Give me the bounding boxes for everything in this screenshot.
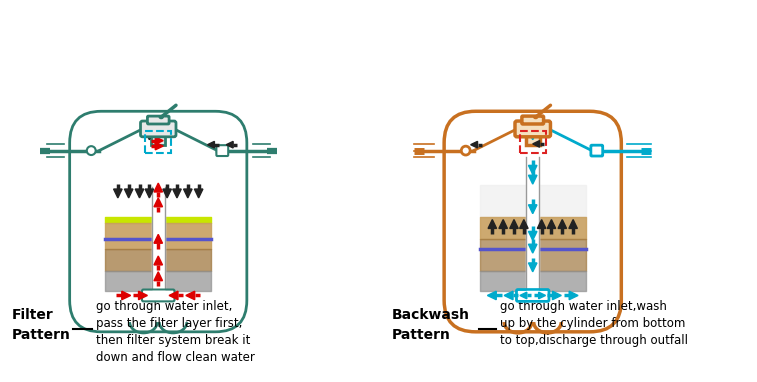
Polygon shape — [154, 183, 163, 192]
Bar — [145, 131, 171, 152]
FancyBboxPatch shape — [142, 290, 175, 301]
Polygon shape — [528, 244, 537, 253]
Polygon shape — [183, 189, 192, 198]
Ellipse shape — [159, 116, 164, 118]
Polygon shape — [558, 220, 566, 228]
Polygon shape — [146, 133, 153, 140]
Text: pass the filter layer first,: pass the filter layer first, — [96, 317, 242, 330]
Polygon shape — [569, 220, 578, 228]
Text: to top,discharge through outfall: to top,discharge through outfall — [500, 334, 688, 347]
Polygon shape — [114, 189, 122, 198]
Polygon shape — [207, 141, 214, 148]
Bar — [151, 135, 165, 145]
Text: up by the cylinder from bottom: up by the cylinder from bottom — [500, 317, 686, 330]
Polygon shape — [155, 142, 164, 150]
FancyBboxPatch shape — [148, 116, 169, 124]
Polygon shape — [154, 272, 163, 281]
Polygon shape — [519, 220, 528, 228]
Polygon shape — [533, 141, 540, 147]
Polygon shape — [471, 141, 478, 148]
Text: then filter system break it: then filter system break it — [96, 334, 251, 347]
Polygon shape — [528, 205, 537, 214]
Polygon shape — [173, 189, 181, 198]
Text: Pattern: Pattern — [11, 328, 70, 342]
Polygon shape — [553, 291, 561, 300]
Polygon shape — [488, 220, 497, 228]
Polygon shape — [226, 141, 233, 148]
FancyBboxPatch shape — [141, 121, 176, 137]
FancyBboxPatch shape — [444, 111, 621, 332]
Text: go through water inlet,: go through water inlet, — [96, 300, 232, 313]
Ellipse shape — [534, 116, 537, 118]
Polygon shape — [529, 133, 536, 140]
Bar — [520, 131, 546, 152]
Polygon shape — [155, 137, 164, 144]
FancyBboxPatch shape — [522, 116, 544, 124]
Polygon shape — [163, 189, 171, 198]
Polygon shape — [528, 263, 537, 272]
Polygon shape — [154, 256, 163, 265]
Polygon shape — [537, 220, 546, 228]
FancyBboxPatch shape — [591, 145, 603, 156]
Polygon shape — [154, 235, 163, 243]
Polygon shape — [185, 291, 195, 300]
FancyBboxPatch shape — [516, 290, 549, 301]
Polygon shape — [154, 198, 163, 207]
Polygon shape — [136, 189, 144, 198]
Polygon shape — [169, 291, 178, 300]
Polygon shape — [504, 291, 513, 300]
Polygon shape — [139, 291, 148, 300]
Text: down and flow clean water: down and flow clean water — [96, 351, 255, 364]
Polygon shape — [122, 291, 131, 300]
Polygon shape — [499, 220, 507, 228]
Polygon shape — [528, 165, 537, 174]
Polygon shape — [509, 220, 519, 228]
FancyBboxPatch shape — [217, 145, 228, 156]
Polygon shape — [195, 189, 203, 198]
Text: Backwash: Backwash — [392, 308, 470, 322]
Polygon shape — [569, 291, 578, 300]
Polygon shape — [145, 189, 154, 198]
Polygon shape — [520, 292, 527, 299]
Text: go through water inlet,wash: go through water inlet,wash — [500, 300, 667, 313]
Ellipse shape — [461, 146, 470, 155]
Text: Pattern: Pattern — [392, 328, 450, 342]
Bar — [526, 135, 540, 145]
Text: Filter: Filter — [11, 308, 53, 322]
Ellipse shape — [87, 146, 95, 155]
Polygon shape — [528, 231, 537, 240]
Polygon shape — [528, 175, 537, 184]
Polygon shape — [488, 291, 497, 300]
Polygon shape — [539, 292, 546, 299]
Polygon shape — [547, 220, 556, 228]
FancyBboxPatch shape — [515, 121, 550, 137]
FancyBboxPatch shape — [70, 111, 247, 332]
Polygon shape — [124, 189, 133, 198]
